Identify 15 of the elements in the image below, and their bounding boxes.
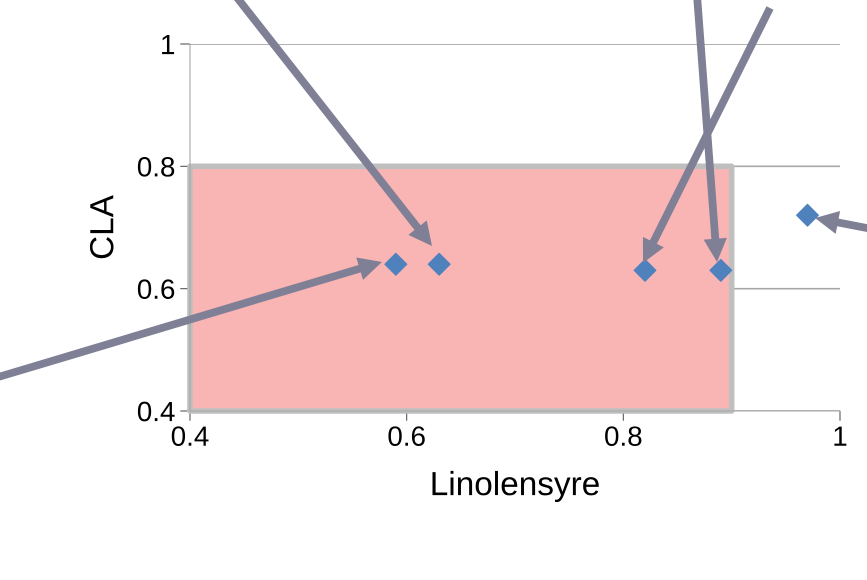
point bbox=[709, 258, 732, 282]
y-axis-title: CLA bbox=[90, 195, 114, 258]
point bbox=[796, 204, 819, 227]
x-axis-title: Linolensyre bbox=[432, 470, 599, 502]
y-tick-label: 0.4 bbox=[138, 402, 175, 422]
point bbox=[384, 252, 408, 276]
y-tick-label: 0.6 bbox=[138, 279, 174, 300]
y-tick-label: 0.8 bbox=[138, 157, 174, 177]
point bbox=[428, 252, 451, 276]
x-tick-label: 1 bbox=[834, 426, 846, 446]
x-tick-label: 0.8 bbox=[605, 426, 642, 446]
x-tick-label: 0.4 bbox=[172, 426, 208, 446]
point bbox=[634, 258, 656, 282]
x-tick-label: 0.6 bbox=[388, 426, 425, 446]
y-tick-label: 1 bbox=[162, 34, 174, 54]
